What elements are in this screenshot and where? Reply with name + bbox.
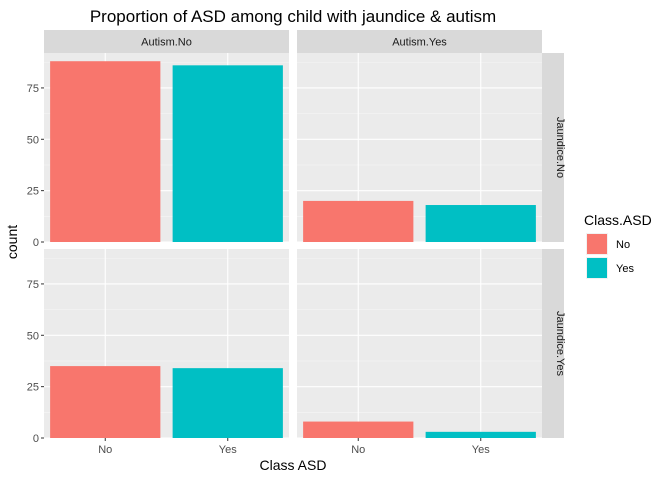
bar-autism-yes-jaundice-no-no (303, 200, 414, 242)
x-tick-label: No (98, 444, 112, 456)
x-tick-label: Yes (472, 444, 490, 456)
y-axis-title: count (4, 225, 20, 259)
facet-label-jaundice-no: Jaundice.No (554, 117, 566, 178)
legend-key-no (587, 234, 607, 254)
panels-layer: Autism.No Autism.Yes Jaundice.No Jaundice.Y… (27, 30, 566, 456)
legend-key-yes (587, 258, 607, 278)
facet-label-autism-no: Autism.No (141, 37, 192, 49)
bar-autism-yes-jaundice-yes-yes (425, 431, 536, 438)
y-tick-label: 75 (27, 279, 39, 291)
bar-autism-yes-jaundice-yes-no (303, 421, 414, 438)
strip-bg-jaundice-yes (542, 249, 564, 438)
legend-label-no: No (616, 239, 630, 251)
x-axis-title: Class ASD (260, 457, 327, 473)
x-tick-label: No (351, 444, 365, 456)
y-tick-label: 50 (27, 134, 39, 146)
x-tick-label: Yes (219, 444, 237, 456)
bar-autism-no-jaundice-no-no (50, 61, 161, 242)
y-tick-label: 75 (27, 83, 39, 95)
chart-title: Proportion of ASD among child with jaund… (90, 7, 496, 26)
y-tick-label: 25 (27, 186, 39, 198)
panel-bg-autism-yes-jaundice-yes (297, 249, 542, 438)
strip-bg-autism-yes (297, 30, 542, 53)
y-tick-label: 0 (33, 433, 39, 445)
bar-autism-yes-jaundice-no-yes (425, 205, 536, 242)
bar-autism-no-jaundice-yes-no (50, 366, 161, 438)
strip-bg-jaundice-no (542, 53, 564, 242)
y-tick-label: 50 (27, 330, 39, 342)
legend-title: Class.ASD (584, 212, 652, 228)
y-tick-label: 25 (27, 382, 39, 394)
bar-autism-no-jaundice-yes-yes (172, 368, 283, 438)
legend: Class.ASD No Yes (584, 212, 652, 279)
strip-bg-autism-no (44, 30, 289, 53)
bar-autism-no-jaundice-no-yes (172, 65, 283, 243)
legend-label-yes: Yes (616, 263, 634, 275)
facet-label-autism-yes: Autism.Yes (392, 37, 447, 49)
y-tick-label: 0 (33, 237, 39, 249)
facet-label-jaundice-yes: Jaundice.Yes (554, 311, 566, 377)
